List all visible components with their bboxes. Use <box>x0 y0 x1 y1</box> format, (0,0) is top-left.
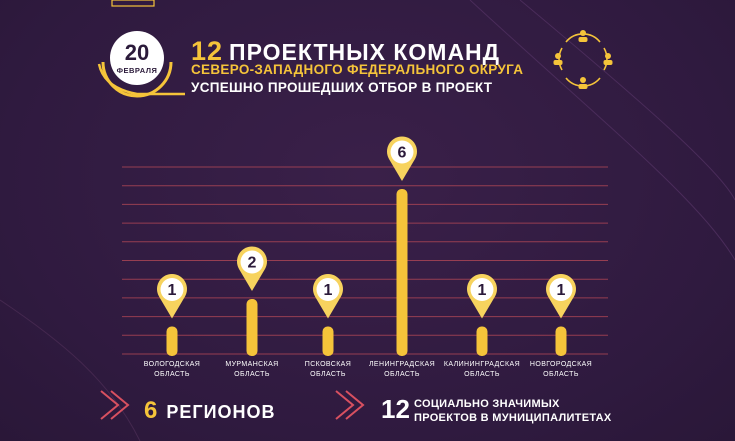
category-label: НОВГОРОДСКАЯ ОБЛАСТЬ <box>529 361 593 378</box>
projects-line2: ПРОЕКТОВ В МУНИЦИПАЛИТЕТАХ <box>414 412 612 424</box>
bar <box>322 326 334 356</box>
projects-number: 12 <box>381 394 410 424</box>
projects-text: СОЦИАЛЬНО ЗНАЧИМЫХ ПРОЕКТОВ В МУНИЦИПАЛИ… <box>414 397 612 425</box>
pin-face <box>549 278 573 301</box>
data-label-pin: 6 <box>387 136 417 181</box>
bar <box>396 189 408 356</box>
data-label: 1 <box>324 282 333 299</box>
title-number: 12 <box>191 36 224 66</box>
data-label-pin: 1 <box>546 274 577 319</box>
pin-face <box>160 278 184 301</box>
category-label: ВОЛОГОДСКАЯ ОБЛАСТЬ <box>143 361 201 378</box>
pin-face <box>390 140 414 164</box>
data-label: 6 <box>398 145 407 162</box>
data-label-pin: 1 <box>313 274 343 319</box>
category-label: ПСКОВСКАЯ ОБЛАСТЬ <box>304 361 352 378</box>
pin-face <box>470 278 494 301</box>
data-label: 1 <box>168 282 177 299</box>
subtitle-line2: УСПЕШНО ПРОШЕДШИХ ОТБОР В ПРОЕКТ <box>191 80 493 95</box>
category-label: МУРМАНСКАЯ ОБЛАСТЬ <box>225 361 279 378</box>
data-label: 1 <box>478 282 487 299</box>
data-label-pin: 1 <box>157 274 187 319</box>
bar <box>246 299 258 356</box>
regions-text: РЕГИОНОВ <box>166 402 276 422</box>
data-label-pin: 1 <box>467 274 498 319</box>
pin-face <box>316 278 340 301</box>
data-label: 2 <box>248 255 257 272</box>
bar <box>166 326 178 356</box>
category-label: ЛЕНИНГРАДСКАЯ ОБЛАСТЬ <box>368 361 436 378</box>
data-label: 1 <box>557 282 566 299</box>
category-label: КАЛИНИНГРАДСКАЯ ОБЛАСТЬ <box>443 361 521 378</box>
projects-line1: СОЦИАЛЬНО ЗНАЧИМЫХ <box>414 398 560 410</box>
title-text: ПРОЕКТНЫХ КОМАНД <box>229 39 501 65</box>
regions-summary: 6 РЕГИОНОВ <box>144 397 276 425</box>
subtitle-line1: СЕВЕРО-ЗАПАДНОГО ФЕДЕРАЛЬНОГО ОКРУГА <box>191 62 524 77</box>
bar <box>555 326 567 356</box>
page-title: 12 ПРОЕКТНЫХ КОМАНД <box>191 36 500 67</box>
pin-face <box>240 250 264 274</box>
bar <box>476 326 488 356</box>
date-day: 20 <box>124 40 150 65</box>
date-month: ФЕВРАЛЯ <box>116 66 158 75</box>
regions-number: 6 <box>144 397 159 424</box>
data-label-pin: 2 <box>237 246 267 291</box>
